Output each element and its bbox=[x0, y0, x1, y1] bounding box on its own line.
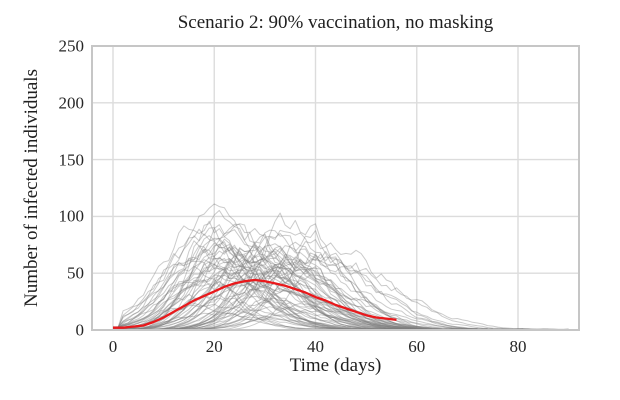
simulation-run-line bbox=[113, 245, 549, 330]
simulation-run-line bbox=[113, 266, 478, 330]
x-tick-label: 0 bbox=[108, 337, 118, 356]
simulation-run-line bbox=[113, 268, 539, 330]
y-tick-label: 50 bbox=[67, 263, 84, 283]
series-lines bbox=[112, 203, 569, 330]
simulation-run-line bbox=[112, 227, 351, 328]
x-tick-label: 60 bbox=[408, 337, 426, 356]
axes-frame bbox=[91, 45, 580, 331]
y-tick-label: 100 bbox=[58, 206, 85, 226]
y-tick-label: 150 bbox=[58, 150, 85, 170]
simulation-run-line bbox=[113, 277, 448, 330]
simulation-run-line bbox=[112, 293, 392, 330]
simulation-run-line bbox=[113, 244, 392, 330]
y-tick-label: 0 bbox=[75, 320, 85, 340]
simulation-run-line bbox=[112, 294, 382, 330]
simulation-run-line bbox=[113, 248, 443, 330]
simulation-run-line bbox=[113, 247, 488, 330]
simulation-run-line bbox=[112, 259, 402, 330]
y-tick-label: 250 bbox=[58, 36, 85, 56]
simulation-run-line bbox=[113, 223, 438, 330]
simulation-run-line bbox=[113, 209, 443, 330]
simulation-run-line bbox=[112, 261, 367, 330]
simulation-run-line bbox=[113, 262, 422, 330]
simulation-run-line bbox=[112, 249, 362, 330]
x-tick-label: 20 bbox=[205, 337, 223, 356]
x-axis-label: Time (days) bbox=[289, 355, 382, 376]
simulation-run-line bbox=[112, 246, 453, 330]
simulation-run-line bbox=[112, 265, 438, 330]
simulation-run-line bbox=[112, 268, 387, 330]
simulation-run-line bbox=[113, 229, 493, 330]
simulation-run-line bbox=[113, 245, 417, 330]
simulation-run-line bbox=[112, 256, 427, 330]
simulation-run-line bbox=[113, 229, 493, 330]
mean-infections-line bbox=[113, 278, 397, 329]
simulation-run-line bbox=[113, 251, 448, 330]
y-tick-label: 200 bbox=[58, 93, 85, 113]
simulation-run-line bbox=[113, 250, 498, 330]
simulation-run-line bbox=[112, 220, 382, 330]
x-tick-label: 80 bbox=[509, 337, 527, 356]
simulation-run-line bbox=[113, 272, 458, 330]
x-tick-label: 40 bbox=[307, 337, 324, 356]
chart-title: Scenario 2: 90% vaccination, no masking bbox=[177, 12, 494, 33]
simulation-run-line bbox=[113, 235, 412, 330]
simulation-run-line bbox=[113, 243, 458, 330]
simulation-run-line bbox=[113, 259, 473, 330]
simulation-run-line bbox=[113, 229, 422, 330]
simulation-run-line bbox=[113, 233, 432, 330]
